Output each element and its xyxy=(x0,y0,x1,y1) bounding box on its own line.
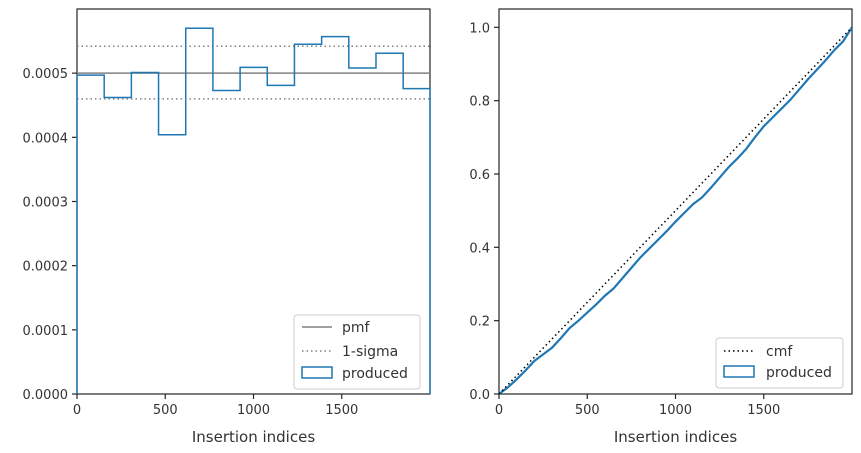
produced-cumulative-line xyxy=(498,26,853,395)
y-tick-label: 0.4 xyxy=(469,241,490,256)
produced-histogram xyxy=(76,27,431,394)
legend-cmf-label: cmf xyxy=(766,344,793,360)
x-tick-label: 500 xyxy=(575,403,600,418)
y-tick-label: 0.0 xyxy=(469,388,490,403)
left-x-axis-label: Insertion indices xyxy=(192,428,315,446)
right-chart: 0 500 1000 1500 0.0 0.2 0.4 0.6 0.8 1.0 Insertio… xyxy=(469,8,853,446)
y-tick-label: 0.2 xyxy=(469,315,490,330)
y-tick-label: 0.0005 xyxy=(23,67,69,82)
left-chart: 0 500 1000 1500 0.00000.00010.00020.00030.0… xyxy=(23,8,431,446)
legend-produced-symbol xyxy=(301,366,333,379)
left-legend-box xyxy=(293,314,421,390)
legend-1-sigma-label: 1-sigma xyxy=(342,344,398,360)
legend-produced-label: produced xyxy=(342,366,408,382)
legend-pmf-label: pmf xyxy=(342,320,371,336)
right-x-axis-label: Insertion indices xyxy=(614,428,737,446)
y-tick-label: 0.8 xyxy=(469,95,490,110)
right-y-ticks: 0.0 0.2 0.4 0.6 0.8 1.0 xyxy=(469,21,499,403)
y-tick-label: 0.0000 xyxy=(23,388,69,403)
x-tick-label: 500 xyxy=(153,403,178,418)
left-y-ticks: 0.0000 0.0001 0.0002 0.0003 0.0004 0.0005 xyxy=(23,67,77,403)
cmf-line xyxy=(498,26,853,395)
x-tick-label: 1500 xyxy=(747,403,780,418)
right-series xyxy=(498,26,853,395)
x-tick-label: 1000 xyxy=(659,403,692,418)
left-series xyxy=(76,27,431,394)
y-tick-label: 0.0001 xyxy=(23,324,69,339)
x-tick-label: 0 xyxy=(73,403,81,418)
y-tick-label: 0.0003 xyxy=(23,196,69,211)
x-tick-label: 1500 xyxy=(325,403,358,418)
left-x-ticks: 0 500 1000 1500 xyxy=(73,394,358,418)
left-legend: pmf 1-sigma produced xyxy=(293,314,421,390)
legend-produced-symbol-right xyxy=(723,365,755,378)
right-x-ticks: 0 500 1000 1500 xyxy=(495,394,780,418)
y-tick-label: 0.0004 xyxy=(23,131,69,146)
x-tick-label: 1000 xyxy=(237,403,270,418)
y-tick-label: 1.0 xyxy=(469,21,490,36)
y-tick-label: 0.6 xyxy=(469,168,490,183)
y-tick-label: 0.0002 xyxy=(23,260,69,275)
right-plot-area xyxy=(498,8,853,395)
x-tick-label: 0 xyxy=(495,403,503,418)
legend-produced-label-right: produced xyxy=(766,365,832,381)
right-legend: cmf produced xyxy=(715,337,844,389)
